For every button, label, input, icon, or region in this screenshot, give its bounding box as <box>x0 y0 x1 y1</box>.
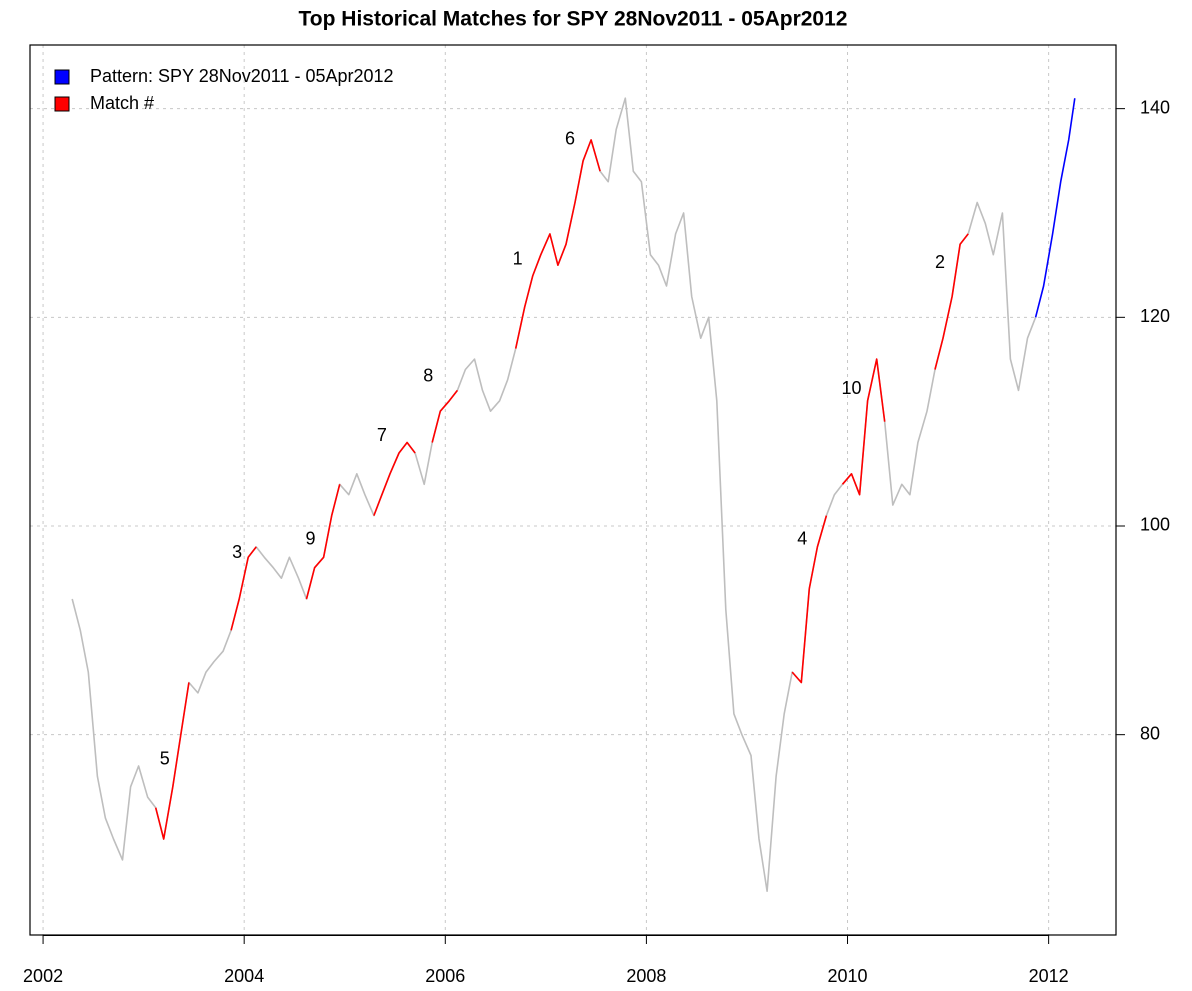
match-label: 2 <box>935 252 945 272</box>
match-label: 6 <box>565 129 575 149</box>
plot-frame <box>29 44 1117 936</box>
legend-swatch <box>54 96 70 112</box>
y-tick-label: 80 <box>1140 723 1160 743</box>
x-tick-label: 2006 <box>425 966 465 986</box>
x-tick-label: 2008 <box>626 966 666 986</box>
y-tick-label: 120 <box>1140 306 1170 326</box>
match-label: 5 <box>160 748 170 768</box>
series-line <box>1034 98 1076 318</box>
match-label: 1 <box>513 249 523 269</box>
y-tick-label: 140 <box>1140 97 1170 117</box>
x-tick-label: 2004 <box>224 966 264 986</box>
axes: 2002 2004 2006 2008 2010 2012 80 100 120 140 <box>23 97 1170 985</box>
grid <box>30 45 1116 935</box>
x-tick-label: 2012 <box>1029 966 1069 986</box>
legend-label: Match # <box>90 93 154 113</box>
series-line <box>71 97 1037 892</box>
x-tick-label: 2010 <box>827 966 867 986</box>
plot-area: 1 2 3 4 5 6 7 8 9 10 <box>71 97 1076 892</box>
match-label: 4 <box>797 528 807 548</box>
match-label: 8 <box>423 366 433 386</box>
match-label: 10 <box>842 378 862 398</box>
chart-title: Top Historical Matches for SPY 28Nov2011… <box>299 8 848 31</box>
match-label: 3 <box>232 542 242 562</box>
legend-swatch <box>54 69 70 85</box>
legend-label: Pattern: SPY 28Nov2011 - 05Apr2012 <box>90 66 394 86</box>
series-line <box>154 139 969 840</box>
x-tick-label: 2002 <box>23 966 63 986</box>
match-label: 9 <box>306 528 316 548</box>
match-label: 7 <box>377 425 387 445</box>
y-tick-label: 100 <box>1140 515 1170 535</box>
legend: Pattern: SPY 28Nov2011 - 05Apr2012 Match … <box>54 66 394 113</box>
